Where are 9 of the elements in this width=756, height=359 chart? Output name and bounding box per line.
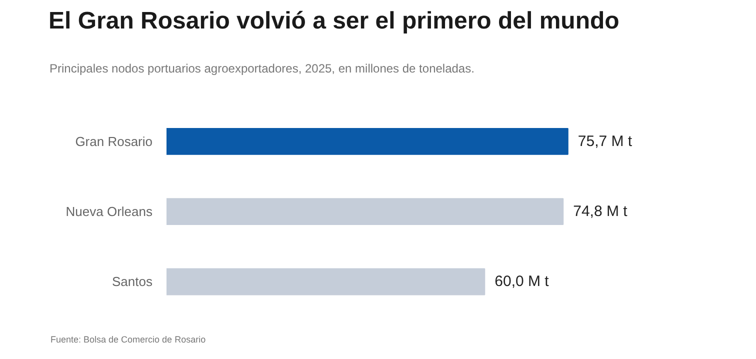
chart-title: El Gran Rosario volvió a ser el primero del mundo: [48, 8, 620, 34]
source-note: Fuente: Bolsa de Comercio de Rosario: [50, 334, 206, 344]
y-tick-label: Nueva Orleans: [66, 204, 153, 220]
data-label: 75,7 M t: [578, 132, 633, 150]
y-tick-label: Gran Rosario: [75, 134, 153, 149]
data-label: 60,0 M t: [494, 273, 550, 290]
y-tick-label: Santos: [112, 274, 153, 290]
chart-subtitle: Principales nodos portuarios agroexportadores, 2025, en millones de toneladas.: [50, 62, 474, 76]
data-label: 74,8 M t: [573, 203, 628, 220]
